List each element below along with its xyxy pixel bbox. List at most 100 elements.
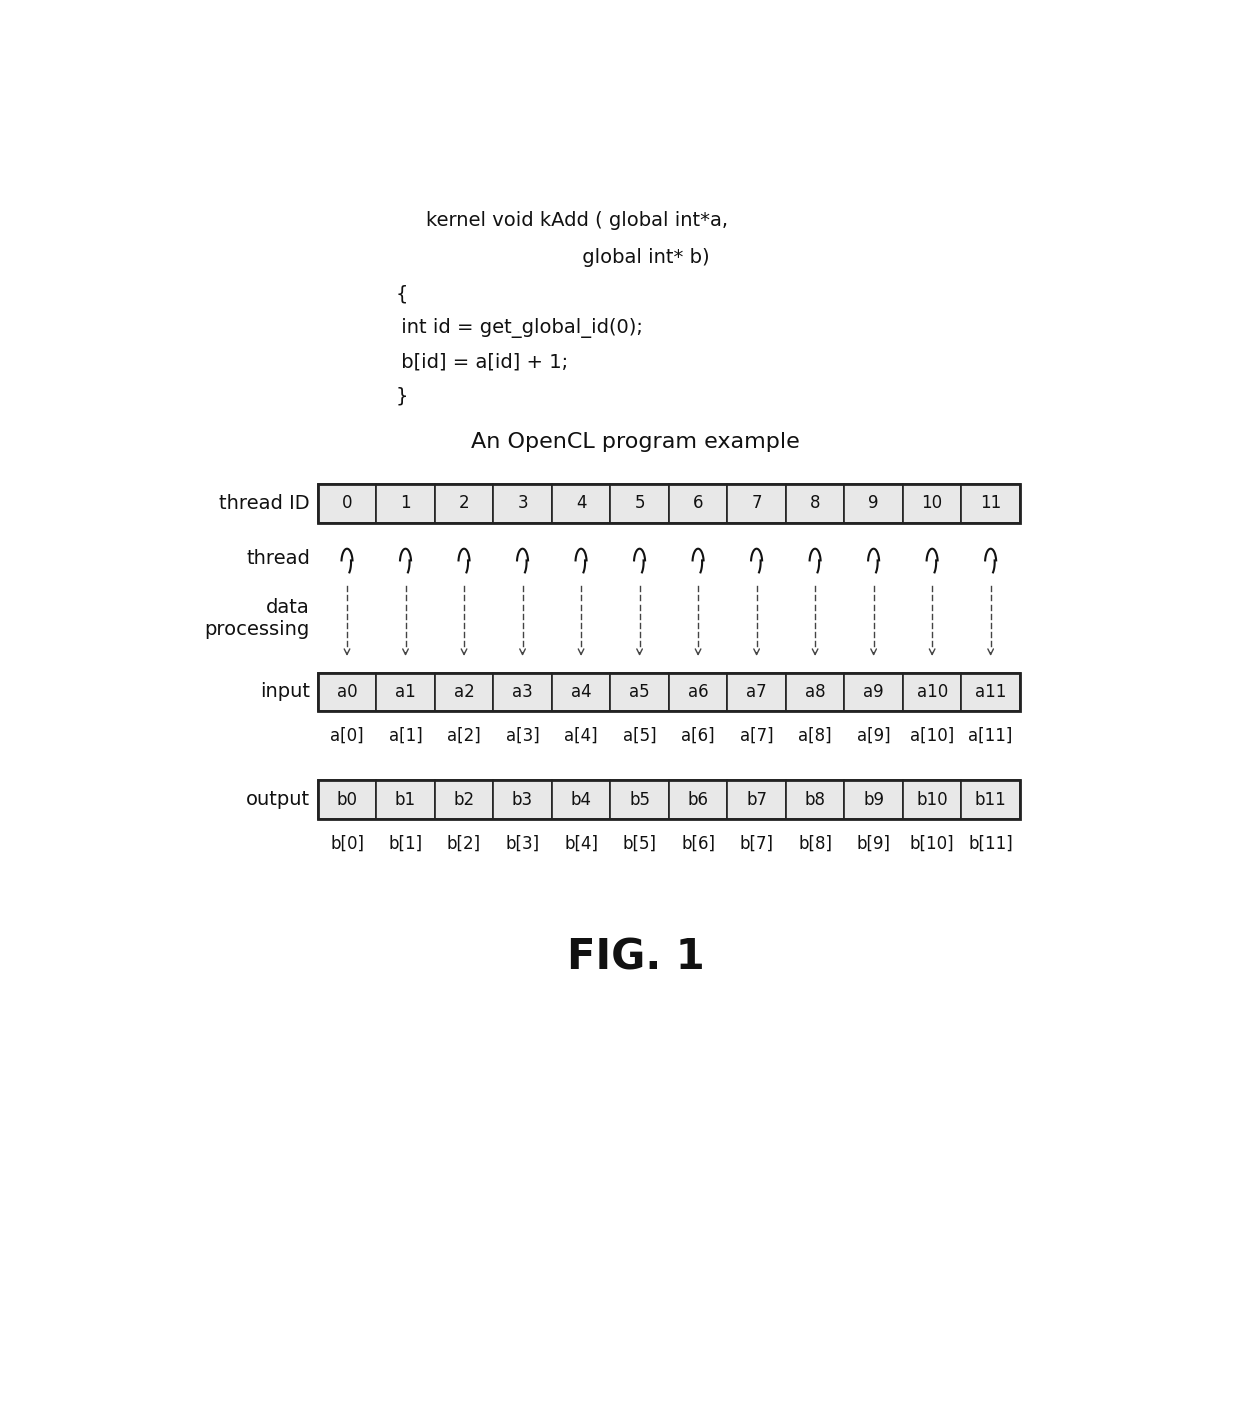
Text: b[0]: b[0] xyxy=(330,835,365,853)
Bar xyxy=(552,673,610,711)
Text: b2: b2 xyxy=(454,791,475,809)
Text: b[10]: b[10] xyxy=(910,835,955,853)
Text: b0: b0 xyxy=(336,791,357,809)
Text: a9: a9 xyxy=(863,683,884,701)
Text: a[2]: a[2] xyxy=(448,727,481,745)
Bar xyxy=(728,483,786,522)
Bar xyxy=(961,673,1019,711)
Text: 0: 0 xyxy=(342,495,352,512)
Text: global int* b): global int* b) xyxy=(427,247,709,267)
Text: a[6]: a[6] xyxy=(681,727,715,745)
Text: b[1]: b[1] xyxy=(388,835,423,853)
Bar xyxy=(903,673,961,711)
Text: 2: 2 xyxy=(459,495,470,512)
Text: b3: b3 xyxy=(512,791,533,809)
Text: b[2]: b[2] xyxy=(446,835,481,853)
Bar xyxy=(376,483,435,522)
Text: 4: 4 xyxy=(575,495,587,512)
Text: int id = get_global_id(0);: int id = get_global_id(0); xyxy=(396,319,644,338)
Text: a[8]: a[8] xyxy=(799,727,832,745)
Text: b[11]: b[11] xyxy=(968,835,1013,853)
Bar xyxy=(317,483,376,522)
Text: 3: 3 xyxy=(517,495,528,512)
Bar xyxy=(435,673,494,711)
Bar xyxy=(668,781,728,819)
Bar xyxy=(961,483,1019,522)
Text: a0: a0 xyxy=(337,683,357,701)
Text: b7: b7 xyxy=(746,791,768,809)
Text: a[0]: a[0] xyxy=(330,727,363,745)
Bar xyxy=(376,673,435,711)
Text: b[id] = a[id] + 1;: b[id] = a[id] + 1; xyxy=(396,353,568,371)
Text: 9: 9 xyxy=(868,495,879,512)
Bar xyxy=(961,781,1019,819)
Text: a[5]: a[5] xyxy=(622,727,656,745)
Text: a[1]: a[1] xyxy=(388,727,423,745)
Bar xyxy=(786,781,844,819)
Text: b[5]: b[5] xyxy=(622,835,656,853)
Bar xyxy=(494,483,552,522)
Text: a[9]: a[9] xyxy=(857,727,890,745)
Bar xyxy=(786,483,844,522)
Bar xyxy=(610,781,668,819)
Text: a7: a7 xyxy=(746,683,766,701)
Text: a6: a6 xyxy=(688,683,708,701)
Text: b[6]: b[6] xyxy=(681,835,715,853)
Text: a[4]: a[4] xyxy=(564,727,598,745)
Text: b8: b8 xyxy=(805,791,826,809)
Bar xyxy=(903,781,961,819)
Bar xyxy=(435,483,494,522)
Bar xyxy=(435,781,494,819)
Text: a[10]: a[10] xyxy=(910,727,955,745)
Text: 5: 5 xyxy=(635,495,645,512)
Text: b1: b1 xyxy=(396,791,417,809)
Text: 11: 11 xyxy=(980,495,1001,512)
Text: thread ID: thread ID xyxy=(219,493,310,513)
Text: a[7]: a[7] xyxy=(740,727,774,745)
Text: }: } xyxy=(396,387,408,405)
Bar xyxy=(668,673,728,711)
Text: b9: b9 xyxy=(863,791,884,809)
Text: a2: a2 xyxy=(454,683,475,701)
Text: thread: thread xyxy=(246,549,310,569)
Bar xyxy=(317,673,376,711)
Text: b4: b4 xyxy=(570,791,591,809)
Text: An OpenCL program example: An OpenCL program example xyxy=(471,432,800,452)
Bar xyxy=(317,781,1021,819)
Text: a5: a5 xyxy=(629,683,650,701)
Bar xyxy=(494,781,552,819)
Text: 1: 1 xyxy=(401,495,410,512)
Bar xyxy=(317,483,1021,522)
Bar xyxy=(786,673,844,711)
Text: output: output xyxy=(246,791,310,809)
Text: b[9]: b[9] xyxy=(857,835,890,853)
Text: a3: a3 xyxy=(512,683,533,701)
Text: FIG. 1: FIG. 1 xyxy=(567,937,704,978)
Text: b10: b10 xyxy=(916,791,947,809)
Text: b[7]: b[7] xyxy=(739,835,774,853)
Bar xyxy=(610,483,668,522)
Text: b6: b6 xyxy=(688,791,708,809)
Bar xyxy=(844,781,903,819)
Bar xyxy=(317,673,1021,711)
Bar xyxy=(903,483,961,522)
Bar xyxy=(494,673,552,711)
Text: 6: 6 xyxy=(693,495,703,512)
Text: kernel void kAdd ( global int*a,: kernel void kAdd ( global int*a, xyxy=(427,210,728,230)
Bar xyxy=(376,781,435,819)
Bar xyxy=(552,483,610,522)
Text: b[4]: b[4] xyxy=(564,835,598,853)
Bar xyxy=(728,781,786,819)
Bar xyxy=(610,673,668,711)
Bar xyxy=(844,673,903,711)
Text: a[3]: a[3] xyxy=(506,727,539,745)
Text: b11: b11 xyxy=(975,791,1007,809)
Text: data
processing: data processing xyxy=(205,599,310,640)
Text: b[3]: b[3] xyxy=(506,835,539,853)
Bar xyxy=(728,673,786,711)
Bar xyxy=(668,483,728,522)
Text: 7: 7 xyxy=(751,495,761,512)
Text: a[11]: a[11] xyxy=(968,727,1013,745)
Text: 10: 10 xyxy=(921,495,942,512)
Text: b5: b5 xyxy=(629,791,650,809)
